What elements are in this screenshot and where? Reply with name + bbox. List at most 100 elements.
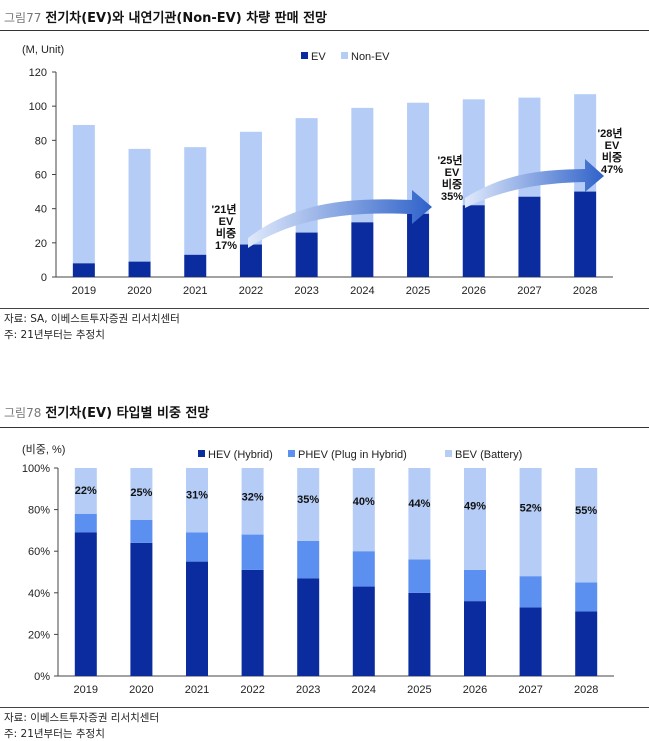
bar-ev bbox=[351, 222, 374, 277]
figure2-source: 자료: 이베스트투자증권 리서치센터 bbox=[4, 712, 160, 724]
bar-non-ev bbox=[407, 102, 430, 214]
bar-phev bbox=[575, 582, 598, 612]
annotation-2021-pct: 17% bbox=[215, 240, 237, 252]
legend-ev-label: EV bbox=[311, 51, 326, 63]
bar-phev bbox=[130, 520, 153, 543]
chart1-y-tick-label: 0 bbox=[41, 272, 47, 284]
figure2-footnote: 주: 21년부터는 추정치 bbox=[4, 728, 105, 740]
bar-ev bbox=[518, 196, 541, 277]
chart1-x-tick-label: 2025 bbox=[406, 285, 430, 297]
annotation-2028-year: '28년 bbox=[598, 126, 623, 140]
chart2-y-tick-label: 60% bbox=[28, 546, 50, 558]
bar-ev bbox=[407, 213, 430, 277]
bar-ev bbox=[184, 254, 207, 277]
chart1-y-tick-label: 80 bbox=[35, 135, 47, 147]
legend-hev-swatch bbox=[198, 450, 205, 457]
chart1-ylabel: (M, Unit) bbox=[22, 44, 64, 56]
annotation-2028-pct: 47% bbox=[601, 164, 623, 176]
bar-non-ev bbox=[518, 97, 541, 197]
bev-share-label: 52% bbox=[520, 503, 542, 515]
figure1-bottom-rule bbox=[0, 308, 649, 309]
bar-ev bbox=[239, 244, 262, 277]
legend-phev-label: PHEV (Plug in Hybrid) bbox=[298, 449, 407, 461]
annotation-2025-sub: 비중 bbox=[442, 177, 462, 191]
bar-hev bbox=[575, 611, 598, 676]
trend-arrow-1 bbox=[248, 190, 432, 248]
annotation-2028-label: EV bbox=[605, 140, 620, 152]
bar-non-ev bbox=[128, 148, 151, 262]
bar-non-ev bbox=[184, 147, 207, 255]
bev-share-label: 22% bbox=[75, 485, 97, 497]
chart2-ylabel: (비중, %) bbox=[22, 443, 65, 456]
chart1-x-tick-label: 2022 bbox=[239, 285, 263, 297]
annotation-2025-label: EV bbox=[445, 167, 460, 179]
legend-hev-label: HEV (Hybrid) bbox=[208, 449, 273, 461]
chart1-x-tick-label: 2027 bbox=[517, 285, 541, 297]
chart1-y-tick-label: 40 bbox=[35, 204, 47, 216]
bar-bev bbox=[519, 468, 542, 577]
bar-hev bbox=[352, 586, 375, 676]
chart1-y-tick-label: 120 bbox=[29, 67, 47, 79]
bar-hev bbox=[186, 561, 208, 676]
annotation-2021-label: EV bbox=[219, 216, 234, 228]
chart1-y-tick-label: 100 bbox=[29, 101, 47, 113]
bar-hev bbox=[297, 578, 320, 676]
chart2-y-tick-label: 40% bbox=[28, 588, 50, 600]
chart2-x-tick-label: 2027 bbox=[518, 684, 542, 696]
chart2-x-tick-label: 2022 bbox=[240, 684, 264, 696]
legend-ev-swatch bbox=[301, 52, 308, 59]
bar-bev bbox=[575, 468, 598, 583]
bev-share-label: 44% bbox=[408, 498, 430, 510]
chart2-x-tick-label: 2021 bbox=[185, 684, 209, 696]
bar-bev bbox=[130, 468, 153, 520]
chart2-x-tick-label: 2026 bbox=[463, 684, 487, 696]
annotation-2025-year: '25년 bbox=[438, 153, 463, 167]
bar-bev bbox=[464, 468, 486, 570]
legend-bev-swatch bbox=[445, 450, 452, 457]
legend-bev-label: BEV (Battery) bbox=[455, 449, 522, 461]
bar-phev bbox=[241, 534, 264, 570]
bar-non-ev bbox=[351, 107, 374, 223]
bar-bev bbox=[241, 468, 264, 535]
chart2-y-tick-label: 20% bbox=[28, 629, 50, 641]
annotation-2021-sub: 비중 bbox=[216, 226, 236, 240]
bar-ev bbox=[295, 232, 318, 277]
bev-share-label: 55% bbox=[575, 505, 597, 517]
chart2-x-tick-label: 2020 bbox=[129, 684, 153, 696]
bar-bev bbox=[352, 468, 375, 552]
chart1-x-tick-label: 2020 bbox=[127, 285, 151, 297]
bar-ev bbox=[72, 263, 95, 277]
ev-type-share-chart: 0% 20% 40% 60% 80% 100% 2019 2020 2021 2022 2023 20… bbox=[22, 443, 614, 696]
bar-phev bbox=[464, 569, 486, 602]
bar-phev bbox=[352, 551, 375, 587]
figure1-title: 그림77 전기차(EV)와 내연기관(Non-EV) 차량 판매 전망 bbox=[4, 7, 327, 26]
bev-share-label: 25% bbox=[130, 487, 152, 499]
bar-non-ev bbox=[295, 118, 318, 233]
chart2-y-tick-label: 0% bbox=[34, 671, 50, 683]
bar-hev bbox=[408, 592, 431, 676]
annotation-2028-sub: 비중 bbox=[602, 150, 622, 164]
chart2-x-tick-label: 2019 bbox=[74, 684, 98, 696]
figure2-bottom-rule bbox=[0, 707, 649, 708]
chart1-x-tick-label: 2021 bbox=[183, 285, 207, 297]
figure1-source: 자료: SA, 이베스트투자증권 리서치센터 bbox=[4, 313, 180, 325]
ev-sales-chart: 0 20 40 60 80 100 120 2019 2020 2021 2022 2023 2024 2… bbox=[22, 44, 623, 297]
figure2-title-text: 전기차(EV) 타입별 비중 전망 bbox=[45, 406, 210, 421]
bar-bev bbox=[297, 468, 320, 541]
bar-bev bbox=[186, 468, 208, 533]
bar-hev bbox=[464, 601, 486, 676]
chart1-x-tick-label: 2019 bbox=[72, 285, 96, 297]
chart2-x-tick-label: 2024 bbox=[352, 684, 376, 696]
bar-non-ev bbox=[72, 124, 95, 264]
annotation-2025-pct: 35% bbox=[441, 191, 463, 203]
bar-ev bbox=[128, 261, 151, 277]
chart2-y-tick-label: 80% bbox=[28, 505, 50, 517]
chart1-x-tick-label: 2028 bbox=[573, 285, 597, 297]
annotation-2021-year: '21년 bbox=[212, 202, 237, 216]
chart1-y-tick-label: 20 bbox=[35, 238, 47, 250]
bar-hev bbox=[241, 569, 264, 676]
chart2-x-tick-label: 2028 bbox=[574, 684, 598, 696]
legend-non-ev-swatch bbox=[341, 52, 348, 59]
bar-ev bbox=[462, 205, 485, 277]
bev-share-label: 35% bbox=[297, 494, 319, 506]
